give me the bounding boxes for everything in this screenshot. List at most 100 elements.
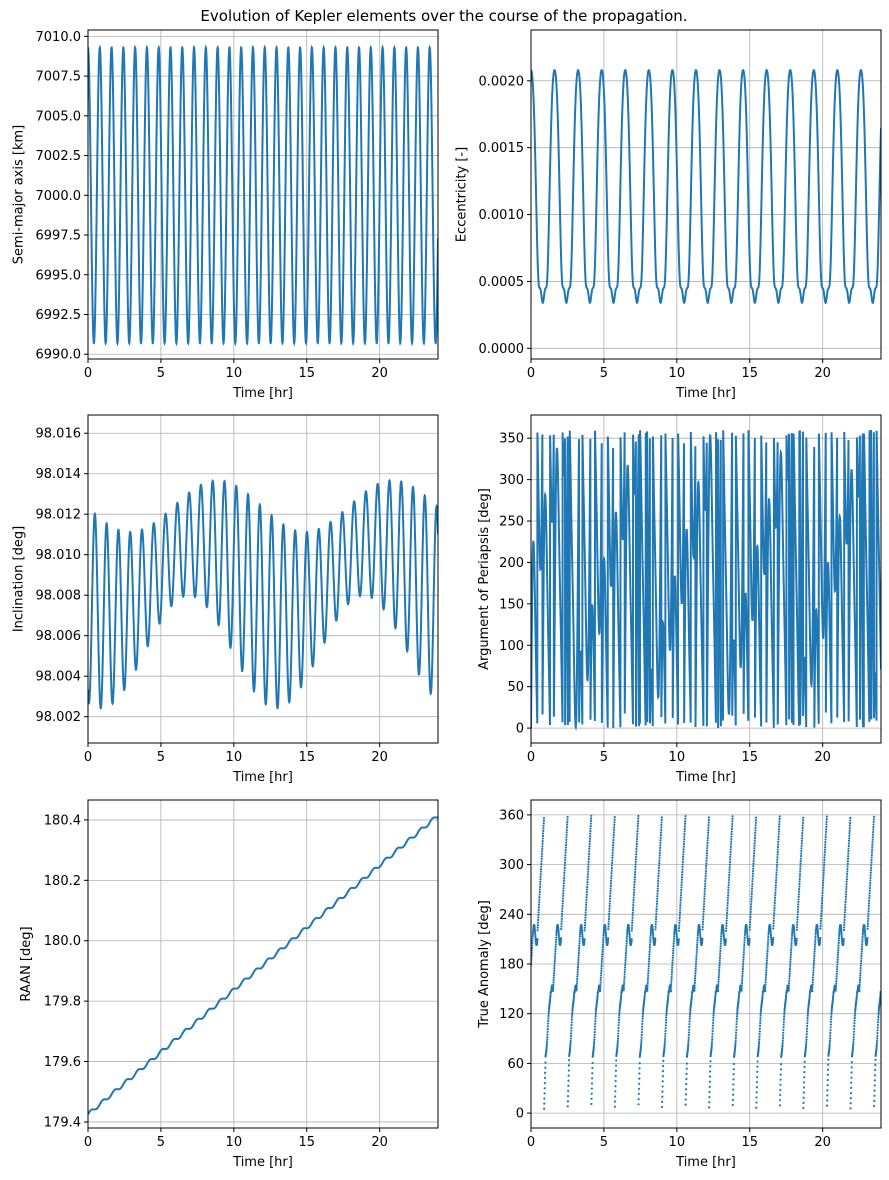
data-point bbox=[750, 898, 753, 901]
data-point bbox=[825, 1104, 829, 1107]
axes-frame bbox=[530, 29, 882, 360]
data-point bbox=[607, 915, 611, 918]
data-point bbox=[702, 915, 705, 918]
data-point bbox=[754, 831, 757, 835]
data-point bbox=[846, 857, 850, 860]
data-point bbox=[873, 1104, 876, 1108]
data-point bbox=[772, 914, 776, 917]
data-point bbox=[829, 1031, 832, 1035]
data-point bbox=[639, 1046, 642, 1049]
data-point bbox=[610, 864, 614, 867]
data-point bbox=[766, 945, 769, 948]
data-point bbox=[628, 934, 631, 938]
data-point bbox=[806, 1019, 809, 1022]
data-point bbox=[748, 928, 751, 931]
data-point bbox=[871, 836, 874, 839]
data-point bbox=[609, 884, 612, 887]
data-point bbox=[661, 1095, 664, 1098]
data-point bbox=[654, 928, 657, 931]
data-point bbox=[672, 952, 675, 955]
x-tick-label: 0 bbox=[527, 750, 535, 765]
data-point bbox=[610, 874, 613, 877]
data-point bbox=[832, 995, 835, 999]
data-point bbox=[630, 929, 633, 932]
data-point bbox=[590, 1092, 593, 1095]
data-point bbox=[646, 986, 649, 989]
data-point bbox=[623, 970, 626, 974]
data-point bbox=[869, 874, 872, 877]
data-point bbox=[664, 1021, 668, 1024]
data-point bbox=[825, 818, 828, 821]
data-point bbox=[646, 979, 649, 982]
data-point bbox=[826, 1068, 830, 1071]
y-tick-label: 98.002 bbox=[36, 710, 82, 725]
data-point bbox=[632, 903, 635, 907]
data-point bbox=[593, 1025, 597, 1028]
data-point bbox=[720, 929, 723, 932]
data-point bbox=[751, 880, 754, 883]
data-point bbox=[783, 1013, 786, 1016]
data-point bbox=[638, 1072, 641, 1075]
data-point bbox=[805, 1035, 808, 1038]
data-point bbox=[665, 1018, 668, 1022]
data-point bbox=[701, 925, 704, 929]
data-point bbox=[636, 832, 639, 835]
data-point bbox=[682, 853, 685, 856]
data-point bbox=[623, 975, 626, 978]
data-point bbox=[578, 944, 581, 947]
data-point bbox=[796, 921, 799, 924]
data-point bbox=[640, 1043, 643, 1046]
data-point bbox=[636, 830, 639, 833]
data-point bbox=[661, 1090, 664, 1093]
data-point bbox=[654, 925, 657, 928]
data-point bbox=[612, 833, 615, 837]
data-point bbox=[680, 876, 684, 879]
data-point bbox=[588, 840, 591, 843]
data-point bbox=[681, 865, 684, 869]
data-point bbox=[828, 1045, 831, 1048]
data-point bbox=[569, 1042, 572, 1045]
data-point bbox=[797, 893, 800, 896]
data-point bbox=[734, 1034, 738, 1037]
data-point bbox=[562, 894, 565, 898]
data-point bbox=[675, 932, 678, 936]
data-point bbox=[717, 973, 721, 976]
data-point bbox=[767, 929, 770, 933]
data-point bbox=[764, 973, 768, 977]
data-point bbox=[633, 888, 636, 891]
data-point bbox=[732, 1067, 735, 1071]
data-point bbox=[640, 1031, 643, 1034]
data-point bbox=[754, 819, 758, 822]
data-point bbox=[570, 1016, 574, 1019]
data-point bbox=[678, 919, 681, 922]
data-point bbox=[837, 951, 840, 954]
data-point bbox=[859, 962, 863, 965]
data-point bbox=[560, 915, 564, 918]
data-point bbox=[821, 886, 824, 890]
x-tick-label: 0 bbox=[84, 366, 92, 381]
data-point bbox=[626, 931, 629, 934]
data-point bbox=[788, 970, 791, 973]
data-point bbox=[612, 841, 615, 844]
data-point bbox=[635, 837, 639, 840]
data-point bbox=[860, 947, 863, 951]
data-point bbox=[726, 904, 729, 907]
data-point bbox=[660, 821, 663, 824]
data-point bbox=[567, 1079, 570, 1082]
data-point bbox=[755, 1106, 758, 1109]
data-point bbox=[601, 943, 605, 946]
data-point bbox=[858, 989, 861, 993]
data-point bbox=[537, 918, 540, 922]
data-point bbox=[540, 850, 544, 853]
data-point bbox=[765, 961, 768, 965]
data-point bbox=[654, 920, 657, 923]
data-point bbox=[736, 1011, 739, 1014]
data-point bbox=[566, 1105, 569, 1108]
data-point bbox=[826, 1078, 829, 1082]
data-point bbox=[617, 1018, 621, 1021]
data-point bbox=[824, 846, 827, 849]
y-tick-label: 0.0005 bbox=[479, 275, 525, 290]
data-point bbox=[552, 971, 556, 975]
data-point bbox=[864, 934, 867, 937]
data-point bbox=[842, 939, 845, 942]
